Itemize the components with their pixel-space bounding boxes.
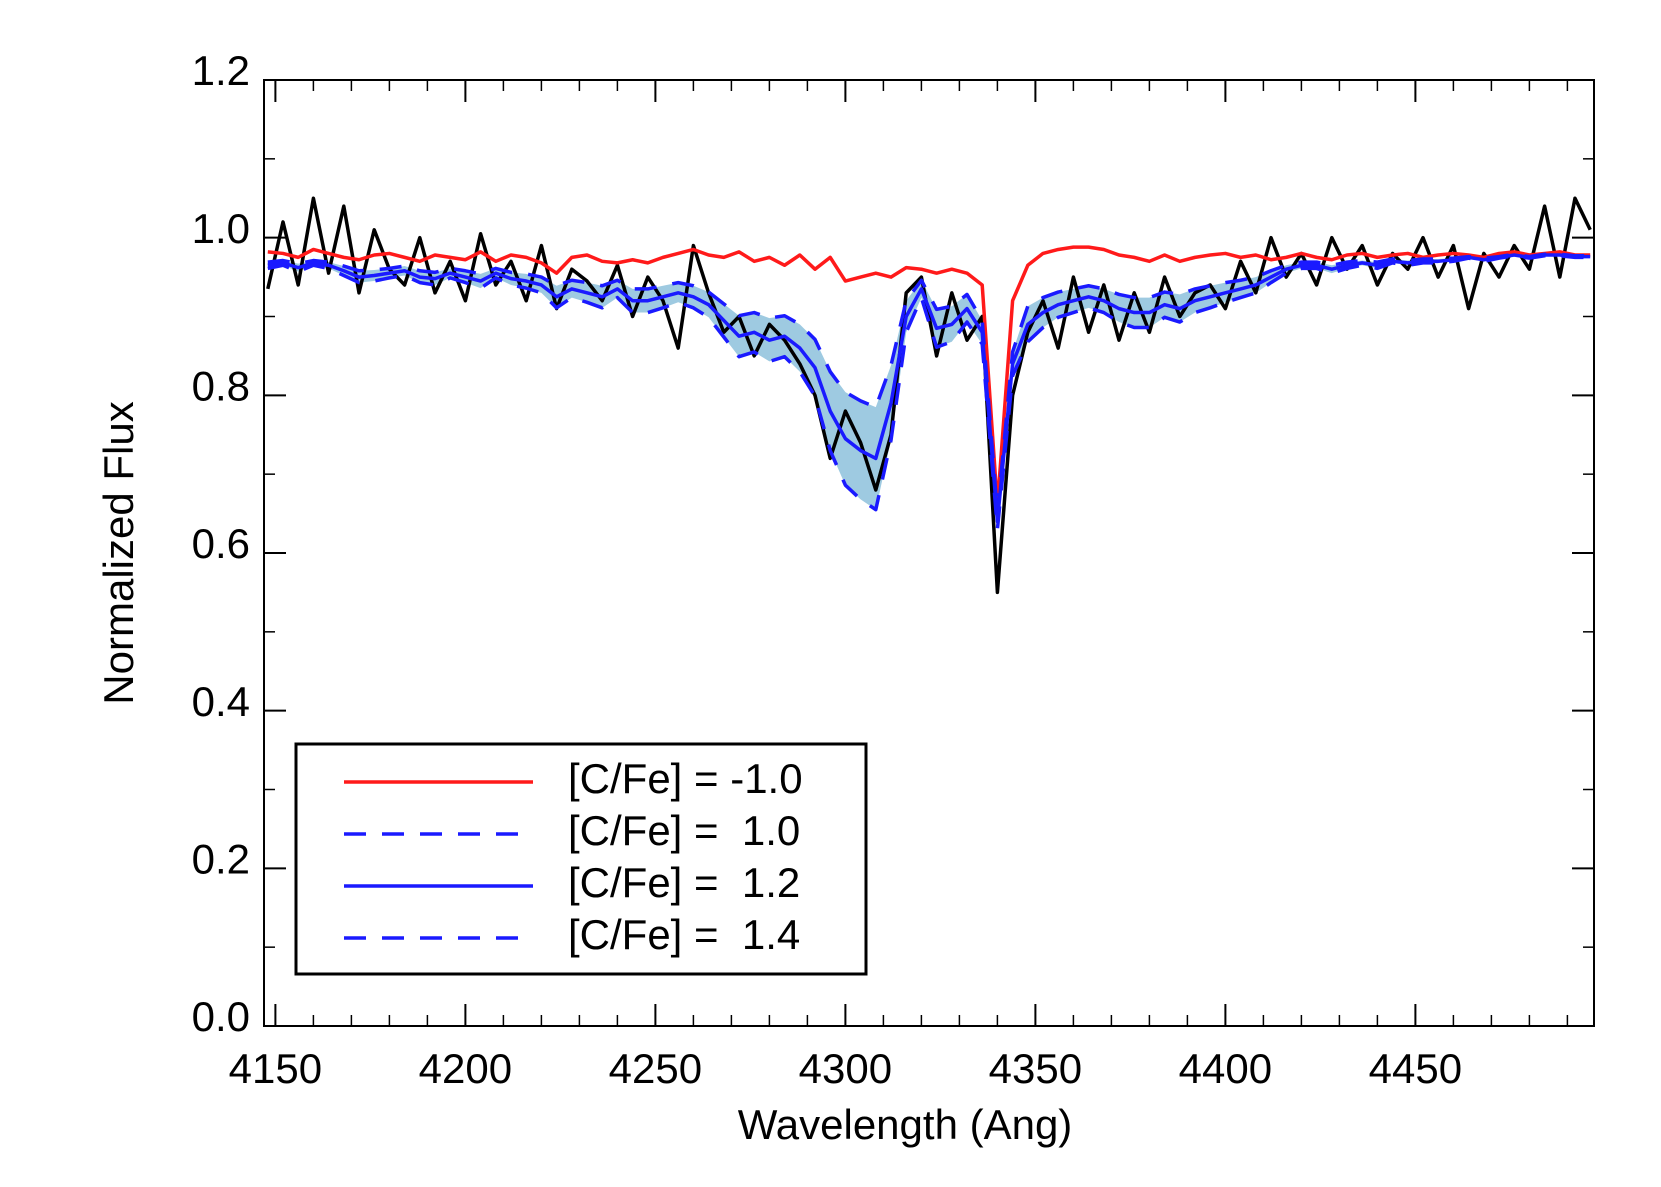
y-tick-label: 0.8: [192, 362, 250, 409]
y-tick-label: 0.4: [192, 678, 250, 725]
y-tick-label: 0.0: [192, 993, 250, 1040]
legend-label: [C/Fe] = 1.4: [568, 911, 800, 958]
x-tick-label: 4200: [419, 1045, 512, 1092]
model-line: [267, 254, 1591, 532]
model-line: [267, 253, 1591, 524]
model-line: [267, 245, 1591, 508]
y-axis-label: Normalized Flux: [95, 401, 142, 704]
y-tick-label: 1.2: [192, 47, 250, 94]
x-tick-label: 4400: [1179, 1045, 1272, 1092]
x-tick-label: 4450: [1369, 1045, 1462, 1092]
y-tick-label: 1.0: [192, 205, 250, 252]
x-tick-label: 4250: [609, 1045, 702, 1092]
x-axis-label: Wavelength (Ang): [738, 1101, 1073, 1148]
x-tick-label: 4300: [799, 1045, 892, 1092]
y-tick-label: 0.2: [192, 835, 250, 882]
legend-label: [C/Fe] = 1.2: [568, 859, 800, 906]
y-tick-label: 0.6: [192, 520, 250, 567]
legend-label: [C/Fe] = -1.0: [568, 755, 803, 802]
legend-label: [C/Fe] = 1.0: [568, 807, 800, 854]
x-tick-label: 4350: [989, 1045, 1082, 1092]
x-tick-label: 4150: [229, 1045, 322, 1092]
